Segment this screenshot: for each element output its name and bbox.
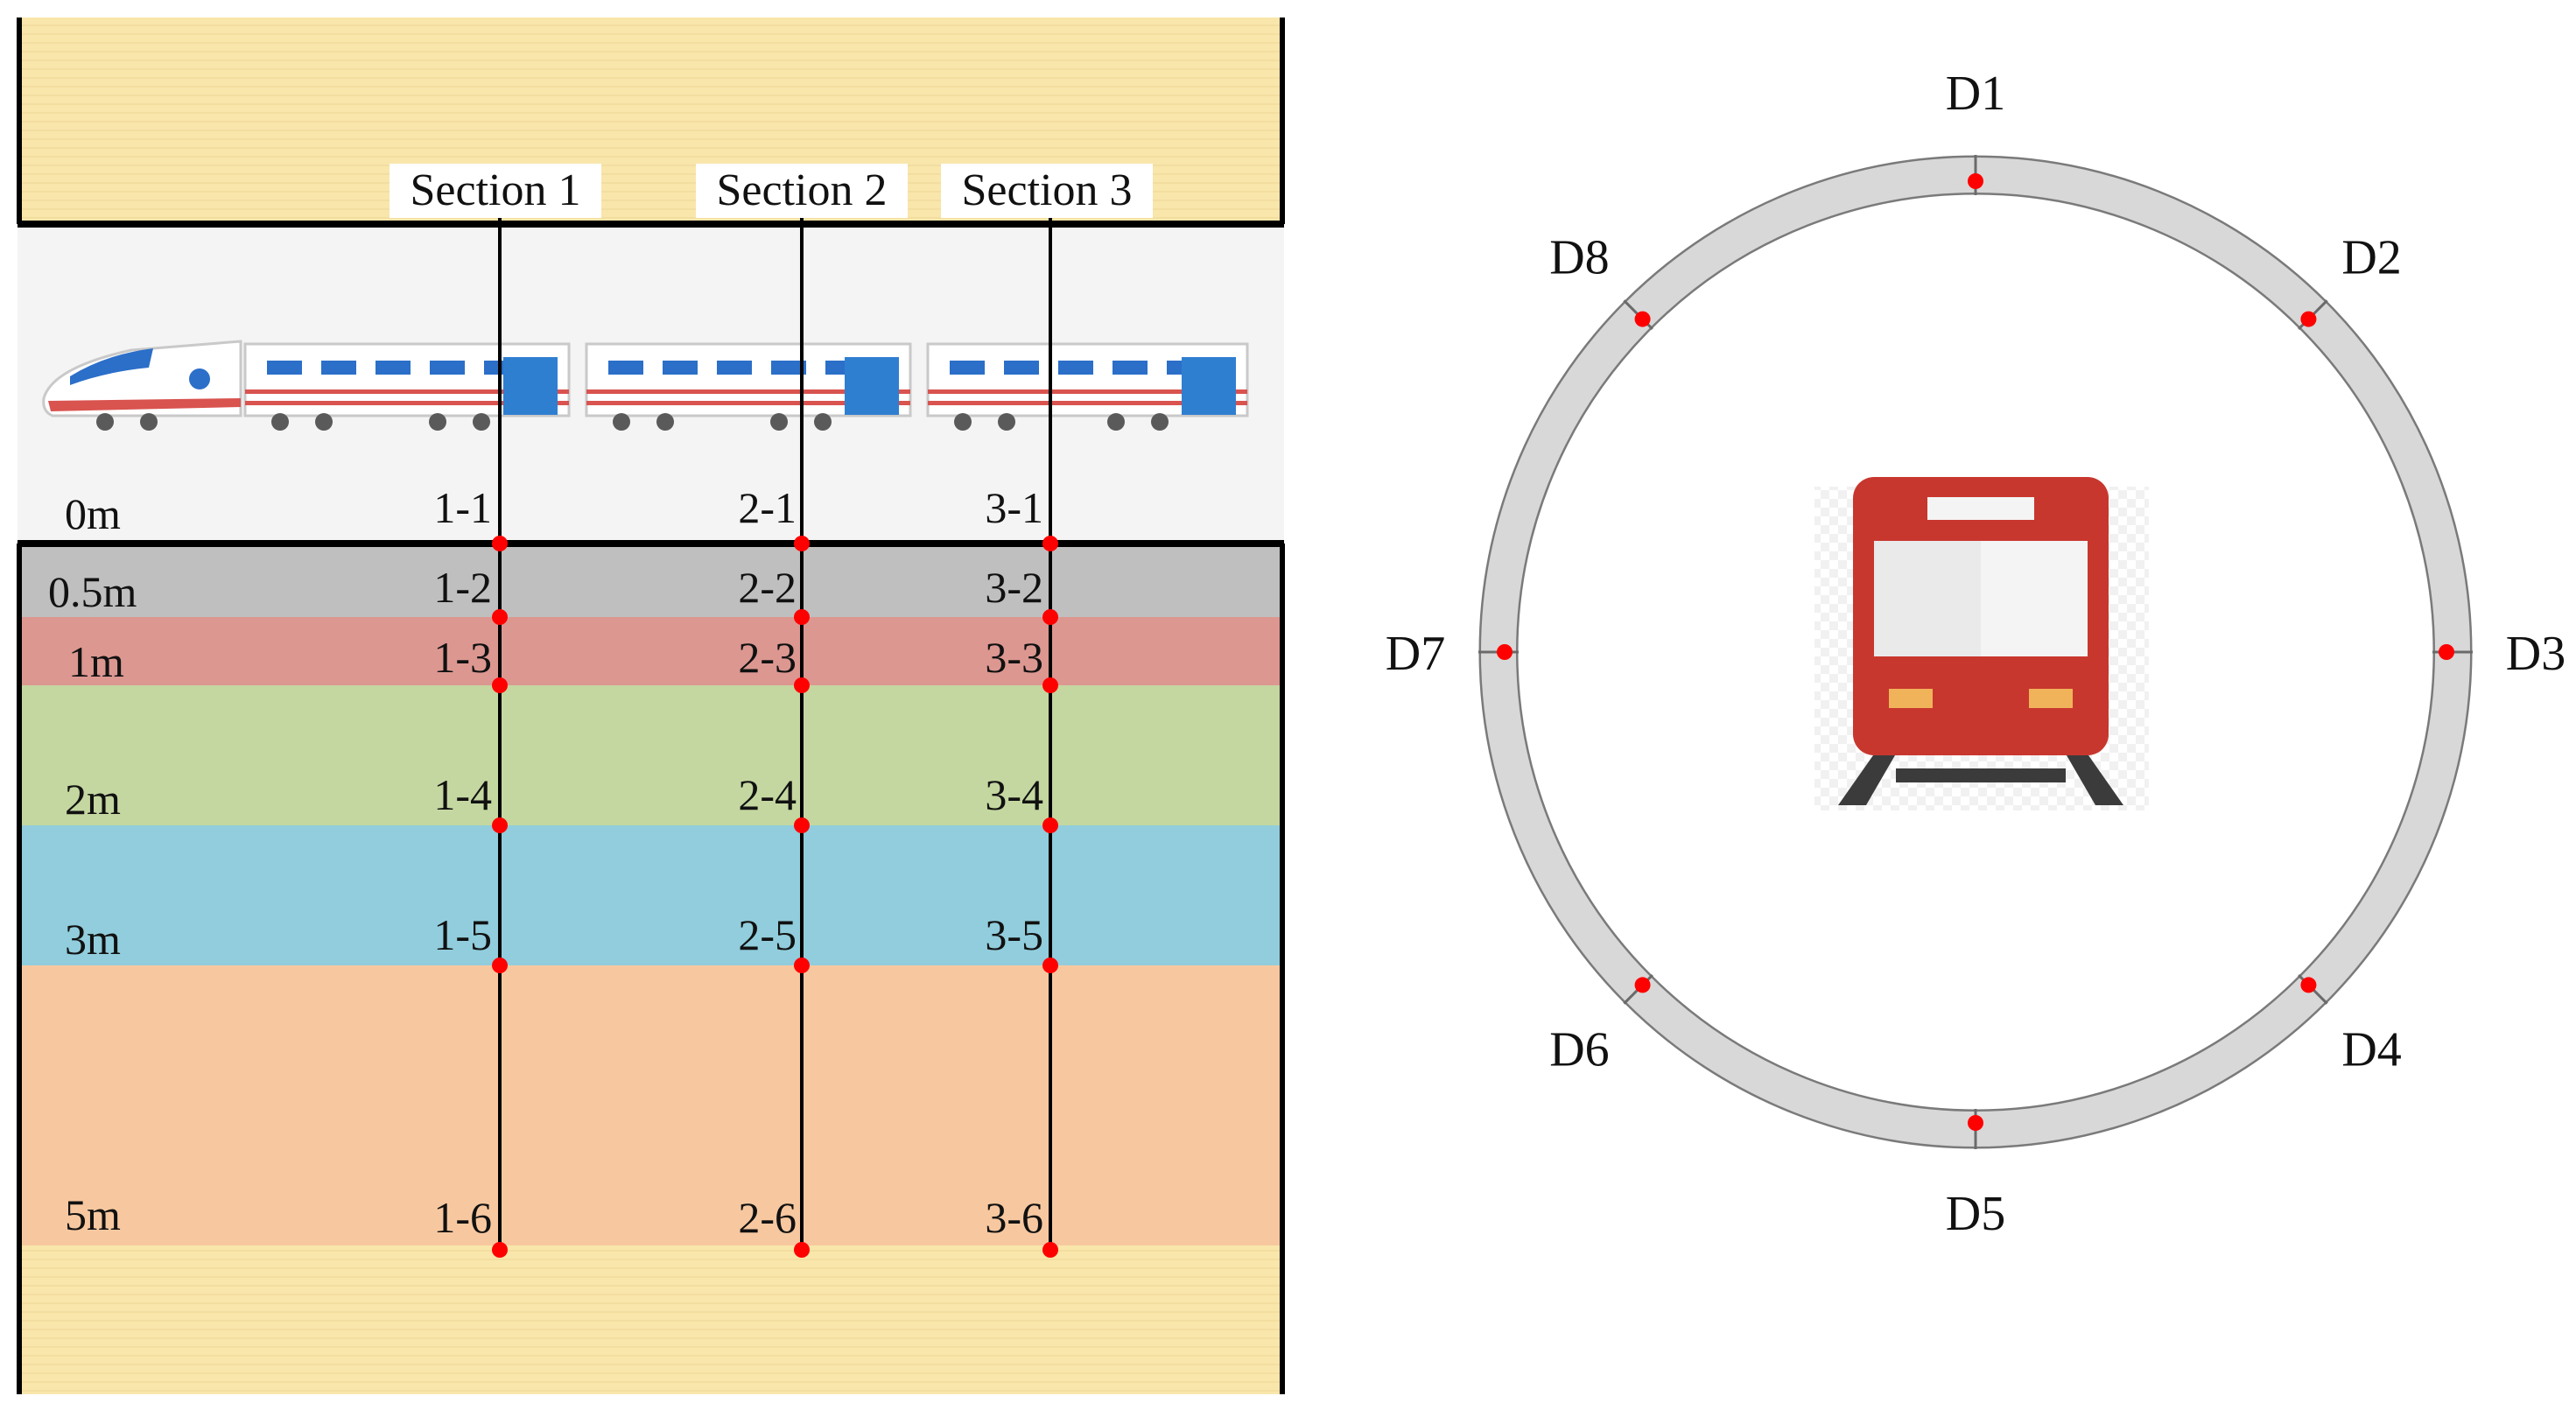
section-3-label-box: [941, 164, 1153, 218]
measurement-point-marker: [1042, 817, 1058, 833]
depth-label-1m: 1m: [68, 637, 124, 686]
measurement-point-marker: [1042, 609, 1058, 625]
sensor-marker: [1634, 977, 1651, 993]
sensor-marker: [1968, 1115, 1983, 1131]
measurement-point-marker: [492, 958, 508, 973]
tunnel-cross-section-panel: D1 D2 D3 D4 D5 D6 D7 D8: [1386, 67, 2565, 1241]
bottom-ground: [18, 1245, 1284, 1394]
sensor-label: D2: [2341, 230, 2401, 284]
sensor-marker: [1497, 644, 1513, 660]
section-lines: [498, 218, 1052, 1250]
sensor-label: D1: [1946, 67, 2005, 121]
point-label: 2-6: [738, 1193, 797, 1242]
sensor-label: D5: [1946, 1187, 2005, 1241]
layer-0-5m: [18, 544, 1284, 617]
sensor-marker: [2300, 311, 2317, 327]
point-label: 2-1: [738, 483, 797, 532]
point-label: 3-1: [985, 483, 1043, 532]
sensor-label: D7: [1386, 627, 1445, 681]
layer-2m: [18, 685, 1284, 825]
sensor-label: D6: [1549, 1023, 1609, 1077]
sensor-marker: [1634, 311, 1651, 327]
section-1-label-box: [390, 164, 601, 218]
sensor-marker: [1968, 173, 1983, 189]
soil-layers: [18, 544, 1284, 1245]
depth-label-0m: 0m: [65, 489, 121, 538]
measurement-point-marker: [1042, 536, 1058, 551]
measurement-point-marker: [794, 1242, 810, 1258]
point-label: 1-6: [433, 1193, 492, 1242]
train-front-icon: [1814, 477, 2149, 810]
measurement-point-labels: 1-1 1-2 1-3 1-4 1-5 1-6 2-1 2-2 2-3 2-4 …: [433, 483, 1043, 1242]
measurement-point-marker: [794, 958, 810, 973]
point-label: 3-6: [985, 1193, 1043, 1242]
depth-label-0-5m: 0.5m: [48, 567, 137, 616]
sensor-label: D4: [2341, 1023, 2401, 1077]
point-label: 1-4: [433, 770, 492, 819]
sensor-label: D8: [1549, 230, 1609, 284]
section-2-label: Section 2: [717, 165, 888, 215]
point-label: 1-5: [433, 910, 492, 959]
sensor-label: D3: [2506, 627, 2565, 681]
point-label: 1-1: [433, 483, 492, 532]
point-label: 2-4: [738, 770, 797, 819]
layer-1m: [18, 617, 1284, 685]
point-label: 3-5: [985, 910, 1043, 959]
sensor-marker: [2439, 644, 2454, 660]
high-speed-train-illustration: [42, 340, 1249, 431]
measurement-point-marker: [794, 536, 810, 551]
measurement-point-marker: [1042, 677, 1058, 693]
measurement-point-marker: [794, 609, 810, 625]
section-1-label: Section 1: [411, 165, 581, 215]
depth-labels: 0m 0.5m 1m 2m 3m 5m: [48, 489, 137, 1239]
soil-profile-panel: Section 1 Section 2 Section 3 0m 0.5m 1m…: [17, 18, 1285, 1394]
point-label: 2-5: [738, 910, 797, 959]
layer-3m: [18, 825, 1284, 965]
section-3-label: Section 3: [962, 165, 1133, 215]
point-label: 1-3: [433, 633, 492, 682]
measurement-point-marker: [492, 677, 508, 693]
point-label: 2-3: [738, 633, 797, 682]
measurement-point-marker: [492, 817, 508, 833]
section-2-label-box: [696, 164, 908, 218]
layer-5m: [18, 965, 1284, 1245]
depth-label-3m: 3m: [65, 915, 121, 964]
point-label: 3-2: [985, 563, 1043, 612]
sensor-marker: [2300, 977, 2317, 993]
measurement-point-marker: [492, 536, 508, 551]
sensor-points: D1 D2 D3 D4 D5 D6 D7 D8: [1386, 67, 2565, 1241]
point-label: 1-2: [433, 563, 492, 612]
point-label: 3-3: [985, 633, 1043, 682]
measurement-point-marker: [492, 609, 508, 625]
point-label: 2-2: [738, 563, 797, 612]
measurement-point-marker: [794, 677, 810, 693]
measurement-point-marker: [492, 1242, 508, 1258]
measurement-point-marker: [1042, 1242, 1058, 1258]
depth-label-2m: 2m: [65, 775, 121, 824]
measurement-point-marker: [794, 817, 810, 833]
depth-label-5m: 5m: [65, 1190, 121, 1239]
section-labels: Section 1 Section 2 Section 3: [390, 164, 1153, 218]
measurement-point-markers: [492, 536, 1058, 1258]
point-label: 3-4: [985, 770, 1043, 819]
measurement-point-marker: [1042, 958, 1058, 973]
